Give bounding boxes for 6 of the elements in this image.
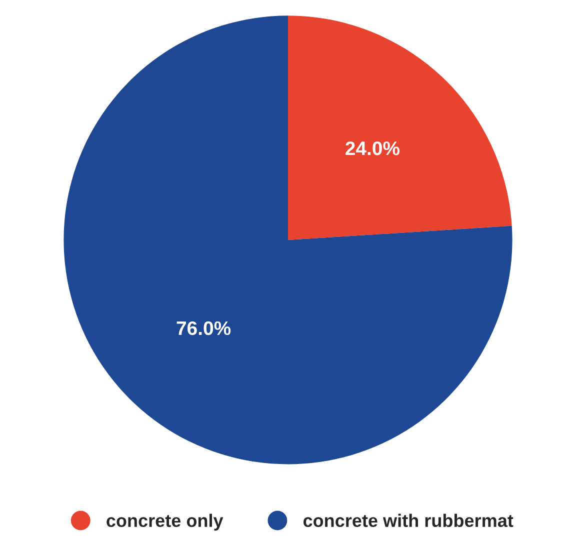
data-label: 24.0% (346, 141, 400, 156)
pie-slice (64, 16, 512, 464)
legend-label: concrete only (106, 514, 224, 531)
data-label: 76.0% (176, 321, 231, 336)
legend-label: concrete with rubbermat (303, 514, 514, 528)
pie-slice (288, 16, 512, 240)
